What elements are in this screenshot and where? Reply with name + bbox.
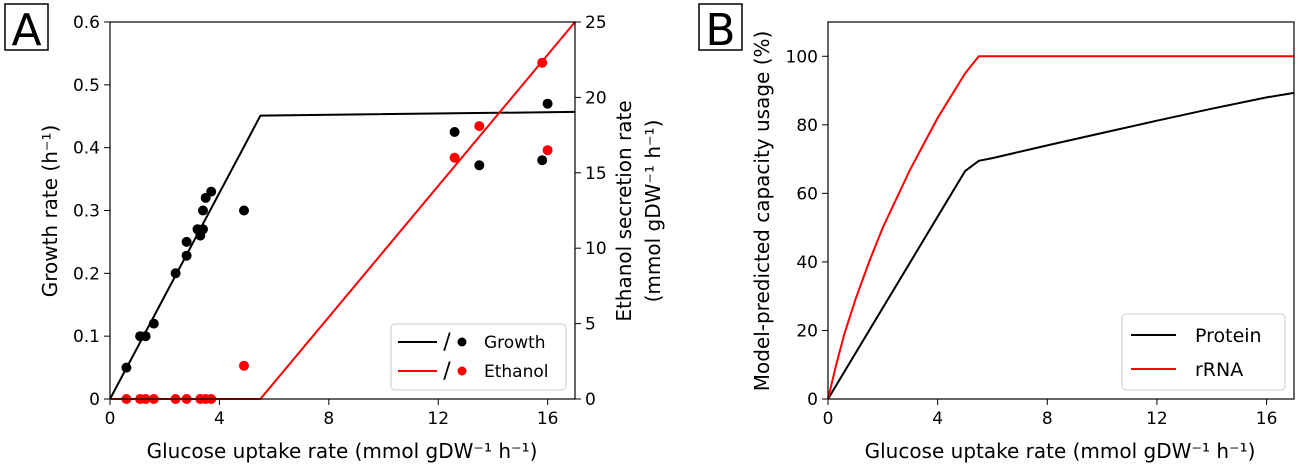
rrna-legend-label: rRNA xyxy=(1195,359,1243,381)
protein-legend-label: Protein xyxy=(1195,325,1262,347)
panel-a-y-tick-label: 0.1 xyxy=(73,327,100,347)
protein-line xyxy=(827,91,1295,400)
panel-b-y-tick-label: 100 xyxy=(786,47,818,67)
panel-a-y-tick-label: 0.5 xyxy=(73,76,100,96)
panel-a-label: A xyxy=(11,5,41,56)
growth-data-point xyxy=(181,236,192,247)
panel-b-ticks: 0 4 8 12 16 0 20 40 60 80 100 xyxy=(786,47,1278,429)
panel-b: B 0 4 8 12 16 0 20 40 60 80 100 Glucose uptake rat… xyxy=(698,3,1295,463)
panel-a-ticks: 0 4 8 12 16 0 0.1 0.2 0.3 0.4 0.5 0.6 0 5 10 15 20 25 xyxy=(73,13,607,429)
panel-a-y2-tick-label: 20 xyxy=(585,88,607,108)
growth-data-point xyxy=(542,98,553,109)
panel-b-y-tick-label: 0 xyxy=(807,390,818,410)
panel-b-y-tick-label: 60 xyxy=(796,184,818,204)
growth-legend-label: Growth xyxy=(484,333,546,353)
growth-data-point xyxy=(239,205,249,216)
panel-b-axes-frame xyxy=(827,21,1295,400)
growth-legend-slash: / xyxy=(443,330,451,355)
panel-b-label: B xyxy=(705,5,735,56)
panel-b-x-tick-label: 8 xyxy=(1042,409,1053,429)
panel-a-y2-tick-label: 10 xyxy=(585,239,607,259)
ethanol-data-point xyxy=(449,152,460,163)
panel-a-y-tick-label: 0 xyxy=(89,390,100,410)
panel-b-legend-box xyxy=(1121,313,1286,391)
panel-a-legend: / Growth / Ethanol xyxy=(390,323,567,391)
ethanol-legend-slash: / xyxy=(443,359,451,384)
panel-a-y-tick-label: 0.4 xyxy=(73,139,100,159)
panel-a-y2-tick-label: 25 xyxy=(585,13,607,33)
panel-a-y-tick-label: 0.2 xyxy=(73,264,100,284)
ethanol-data-point xyxy=(542,145,553,156)
growth-legend-marker xyxy=(457,337,467,347)
ethanol-legend-label: Ethanol xyxy=(484,362,549,382)
panel-a-y-tick-label: 0.3 xyxy=(73,202,100,222)
growth-data-point xyxy=(140,331,151,342)
panel-b-x-tick-label: 4 xyxy=(932,409,943,429)
panel-b-x-axis-label: Glucose uptake rate (mmol gDW⁻¹ h⁻¹) xyxy=(865,439,1256,463)
panel-b-y-tick-label: 20 xyxy=(796,321,818,341)
growth-data-point xyxy=(206,186,217,197)
growth-data-point xyxy=(121,362,132,373)
panel-a-x-tick-label: 4 xyxy=(214,409,225,429)
rrna-line xyxy=(827,55,1294,400)
panel-a-y-tick-label: 0.6 xyxy=(73,13,100,33)
ethanol-data-point xyxy=(239,360,249,371)
panel-b-label-box xyxy=(698,3,743,51)
panel-a-y2-tick-label: 0 xyxy=(585,390,596,410)
panel-b-y-tick-label: 80 xyxy=(796,116,818,136)
panel-a-axes-frame xyxy=(109,21,576,400)
panel-b-x-tick-label: 16 xyxy=(1256,409,1278,429)
panel-b-series xyxy=(827,55,1295,400)
panel-a-x-tick-label: 0 xyxy=(105,409,116,429)
panel-a-y-axis-label: Growth rate (h⁻¹) xyxy=(38,125,62,298)
panel-b-x-tick-label: 0 xyxy=(823,409,834,429)
panel-b-legend: Protein rRNA xyxy=(1121,313,1286,391)
growth-data-point xyxy=(181,250,192,261)
panel-a-x-tick-label: 16 xyxy=(537,409,559,429)
panel-a-y2-tick-label: 5 xyxy=(585,315,596,335)
panel-a: A 0 4 8 12 16 0 0.1 0.2 0.3 0.4 0.5 0.6 0 5 10 15 20 25 G… xyxy=(4,3,665,463)
ethanol-legend-marker xyxy=(457,366,467,376)
growth-data-point xyxy=(537,155,548,166)
growth-data-point xyxy=(449,127,460,137)
panel-b-y-tick-label: 40 xyxy=(796,253,818,273)
panel-b-y-axis-label: Model-predicted capacity usage (%) xyxy=(750,31,774,392)
growth-data-point xyxy=(148,318,159,329)
panel-a-x-tick-label: 8 xyxy=(323,409,334,429)
growth-data-point xyxy=(170,268,181,279)
panel-a-x-axis-label: Glucose uptake rate (mmol gDW⁻¹ h⁻¹) xyxy=(147,439,538,463)
panel-b-x-tick-label: 12 xyxy=(1146,409,1168,429)
panel-a-x-tick-label: 12 xyxy=(427,409,449,429)
growth-data-point xyxy=(474,160,485,171)
panel-a-y2-axis-label-line1: Ethanol secretion rate xyxy=(612,100,636,321)
growth-data-point xyxy=(198,224,208,235)
growth-data-point xyxy=(198,205,208,216)
panel-a-y2-axis-label-line2: (mmol gDW⁻¹ h⁻¹) xyxy=(641,120,665,303)
panel-a-legend-box xyxy=(390,323,567,391)
panel-a-label-box xyxy=(4,3,49,51)
ethanol-data-point xyxy=(537,57,548,68)
panel-a-y2-tick-label: 15 xyxy=(585,164,607,184)
ethanol-data-point xyxy=(474,121,485,132)
